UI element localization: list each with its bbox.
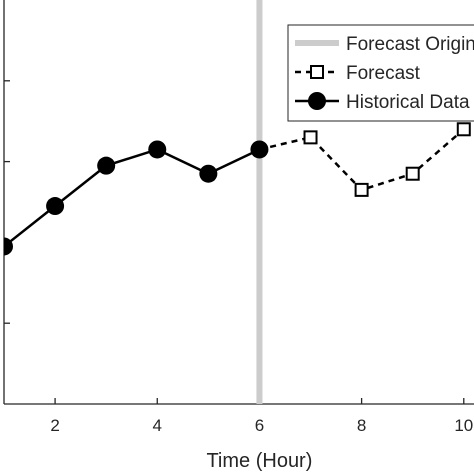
legend-label-historical: Historical Data bbox=[346, 92, 470, 113]
historical-point-0 bbox=[4, 237, 13, 256]
legend-label-forecast: Forecast bbox=[346, 63, 421, 84]
forecast-point-4 bbox=[456, 122, 471, 137]
forecast-point-3 bbox=[405, 166, 420, 181]
historical-point-2 bbox=[97, 156, 116, 175]
series-layer bbox=[4, 122, 471, 256]
x-tick-label-1: 4 bbox=[153, 416, 162, 435]
legend: Forecast Origin Forecast Historical Data bbox=[287, 24, 474, 122]
x-tick-label-2: 6 bbox=[255, 416, 264, 435]
series-line-1 bbox=[259, 128, 465, 192]
legend-marker-historical-circle bbox=[308, 92, 326, 110]
legend-label-forecast-origin: Forecast Origin bbox=[346, 34, 474, 55]
series-line-0 bbox=[4, 148, 260, 248]
historical-point-3 bbox=[148, 140, 167, 159]
x-tick-label-4: 10 bbox=[454, 416, 473, 435]
forecast-point-2 bbox=[354, 182, 369, 197]
historical-point-4 bbox=[199, 164, 218, 183]
forecast-point-1 bbox=[303, 130, 318, 145]
historical-point-1 bbox=[46, 197, 65, 216]
x-tick-label-3: 8 bbox=[357, 416, 366, 435]
x-axis-label: Time (Hour) bbox=[206, 450, 312, 472]
plot-area bbox=[4, 0, 471, 404]
axes: 2 4 6 8 10 bbox=[3, 0, 474, 435]
legend-marker-forecast-square bbox=[310, 65, 324, 79]
x-ticks: 2 4 6 8 10 bbox=[50, 398, 473, 435]
x-tick-label-0: 2 bbox=[50, 416, 59, 435]
y-ticks bbox=[4, 80, 10, 324]
